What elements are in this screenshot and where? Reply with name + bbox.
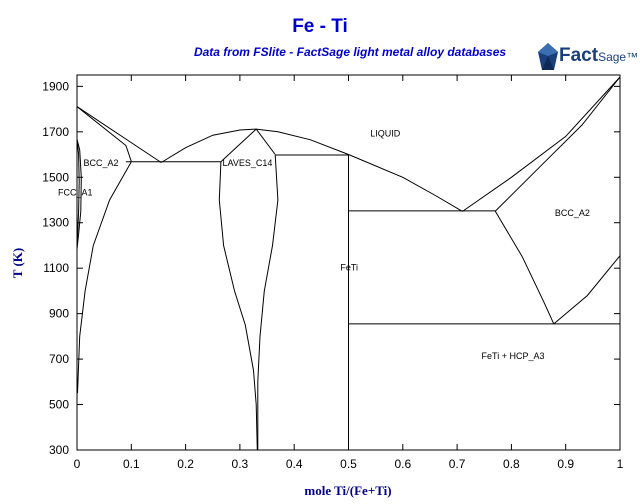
boundary-laves-left-top: [220, 128, 257, 163]
boundary-laves-left-boundary: [218, 161, 258, 451]
x-tick-label: 0.9: [557, 457, 574, 471]
region-label: FCC_A1: [58, 187, 93, 197]
logo-main-text: Fact: [559, 45, 599, 66]
y-tick-label: 1300: [42, 216, 69, 230]
region-label: BCC_A2: [555, 208, 590, 218]
y-tick-label: 300: [49, 443, 69, 457]
region-label: BCC_A2: [84, 158, 119, 168]
region-label: LAVES_C14: [223, 158, 273, 168]
y-tick-label: 1100: [43, 261, 69, 275]
x-axis-label: mole Ti/(Fe+Ti): [304, 483, 391, 498]
x-tick-label: 0: [74, 457, 81, 471]
boundary-solidus-fe-side: [76, 106, 132, 162]
x-tick-label: 0.3: [232, 457, 249, 471]
boundary-fcc-loop-inner: [76, 139, 80, 249]
chart-subtitle: Data from FSlite - FactSage light metal …: [193, 45, 507, 59]
x-axis-ticks: 0 0.1 0.2 0.3 0.4 0.5 0.6 0.7 0.8 0.9 1: [74, 75, 624, 471]
y-axis-label: T (K): [10, 248, 25, 278]
boundary-solidus-ti-side: [494, 76, 621, 212]
boundary-fcc-loop-right: [76, 139, 82, 249]
y-tick-label: 700: [49, 352, 69, 366]
boundary-bcc-boundary-right: [553, 255, 621, 325]
factsage-gem-icon: [538, 43, 558, 70]
x-tick-label: 0.6: [394, 457, 411, 471]
region-labels: LIQUID BCC_A2 FCC_A1 LAVES_C14 FeTi BCC_A2 FeT…: [58, 128, 590, 361]
y-tick-label: 500: [49, 398, 69, 412]
boundary-liquidus-fe-side: [76, 106, 162, 163]
boundary-liquidus-laves: [160, 128, 349, 163]
boundary-laves-right-top: [255, 128, 276, 155]
y-axis-ticks: 300 500 700 900 1100 1300 1500 1700 1900: [42, 79, 620, 457]
boundary-fe-solubility: [77, 161, 132, 394]
phase-boundaries: [76, 76, 621, 451]
x-tick-label: 0.1: [123, 457, 140, 471]
x-tick-label: 0.8: [503, 457, 520, 471]
boundary-bcc-boundary-left: [494, 210, 555, 325]
boundary-liquidus-ti-side-1: [348, 154, 463, 212]
x-tick-label: 0.2: [177, 457, 194, 471]
region-label: LIQUID: [370, 128, 401, 138]
factsage-logo: FactSage™: [537, 40, 639, 76]
boundary-laves-right-boundary: [257, 154, 279, 450]
logo-sub-text: Sage™: [598, 50, 639, 64]
y-tick-label: 1500: [42, 170, 69, 184]
chart-title: Fe - Ti: [292, 16, 348, 37]
x-tick-label: 0.5: [340, 457, 357, 471]
region-label: FeTi: [340, 262, 358, 272]
x-tick-label: 0.4: [286, 457, 303, 471]
y-tick-label: 1900: [42, 79, 69, 93]
x-tick-label: 0.7: [449, 457, 466, 471]
x-tick-label: 1: [617, 457, 624, 471]
boundary-liquidus-ti-side-2: [462, 76, 621, 212]
y-tick-label: 900: [49, 307, 69, 321]
y-tick-label: 1700: [42, 125, 69, 139]
region-label: FeTi + HCP_A3: [482, 351, 545, 361]
